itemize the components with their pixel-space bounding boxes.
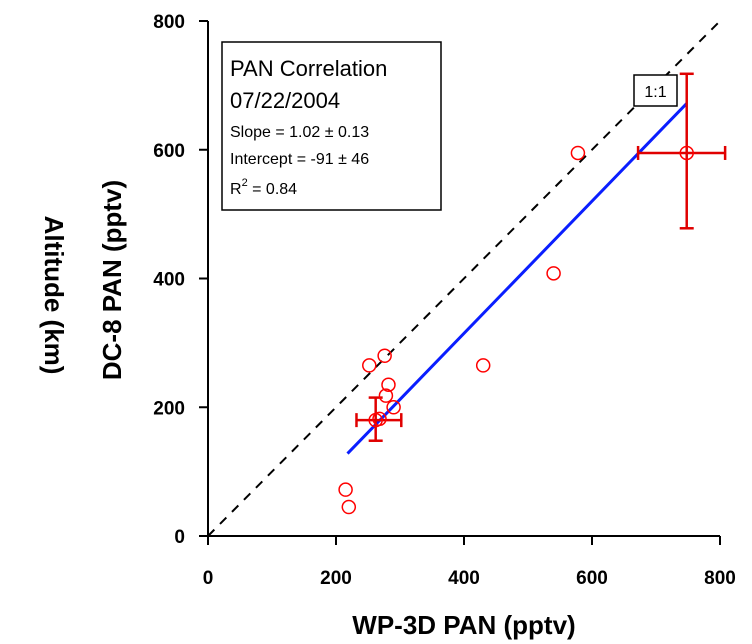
data-point [338,482,353,497]
y-tick-label: 400 [153,270,185,291]
x-tick-label: 800 [704,568,736,589]
x-tick-label: 400 [448,568,480,589]
data-point [570,145,586,161]
stats-title: PAN Correlation [230,56,387,81]
y-tick-label: 600 [153,141,185,162]
x-tick-label: 0 [203,568,214,589]
r2-prefix: R [230,181,242,198]
stats-intercept: Intercept = -91 ± 46 [230,151,369,168]
tick-labels: 0 200 400 600 800 0 200 400 600 800 [153,12,736,589]
r2-exponent: 2 [242,177,248,189]
data-point [679,145,694,161]
y-axis-outer-title: Altitude (km) [39,216,69,375]
data-point [386,400,401,415]
x-tick-label: 200 [320,568,352,589]
y-tick-label: 800 [153,12,185,33]
one-to-one-label: 1:1 [644,84,666,101]
data-point [341,499,357,515]
one-to-one-label-box: 1:1 [633,74,678,107]
data-points [338,145,694,515]
data-point [381,377,396,392]
data-point [377,348,392,363]
data-point [378,388,394,403]
axis-ticks [199,20,721,545]
stats-date: 07/22/2004 [230,88,340,113]
y-axis-title: DC-8 PAN (pptv) [97,180,127,380]
one-to-one-line [207,20,721,537]
stats-box: PAN Correlation 07/22/2004 Slope = 1.02 … [221,41,442,211]
data-point [475,358,491,373]
x-axis-title: WP-3D PAN (pptv) [352,610,575,640]
y-tick-label: 200 [153,398,185,419]
data-point [546,266,561,281]
x-tick-label: 600 [576,568,608,589]
r2-value: = 0.84 [248,181,297,198]
y-tick-label: 0 [174,527,185,548]
stats-slope: Slope = 1.02 ± 0.13 [230,124,369,141]
data-point [362,358,377,373]
stats-r2: R2 = 0.84 [230,177,297,198]
data-point [372,411,387,427]
fit-line [346,102,688,455]
